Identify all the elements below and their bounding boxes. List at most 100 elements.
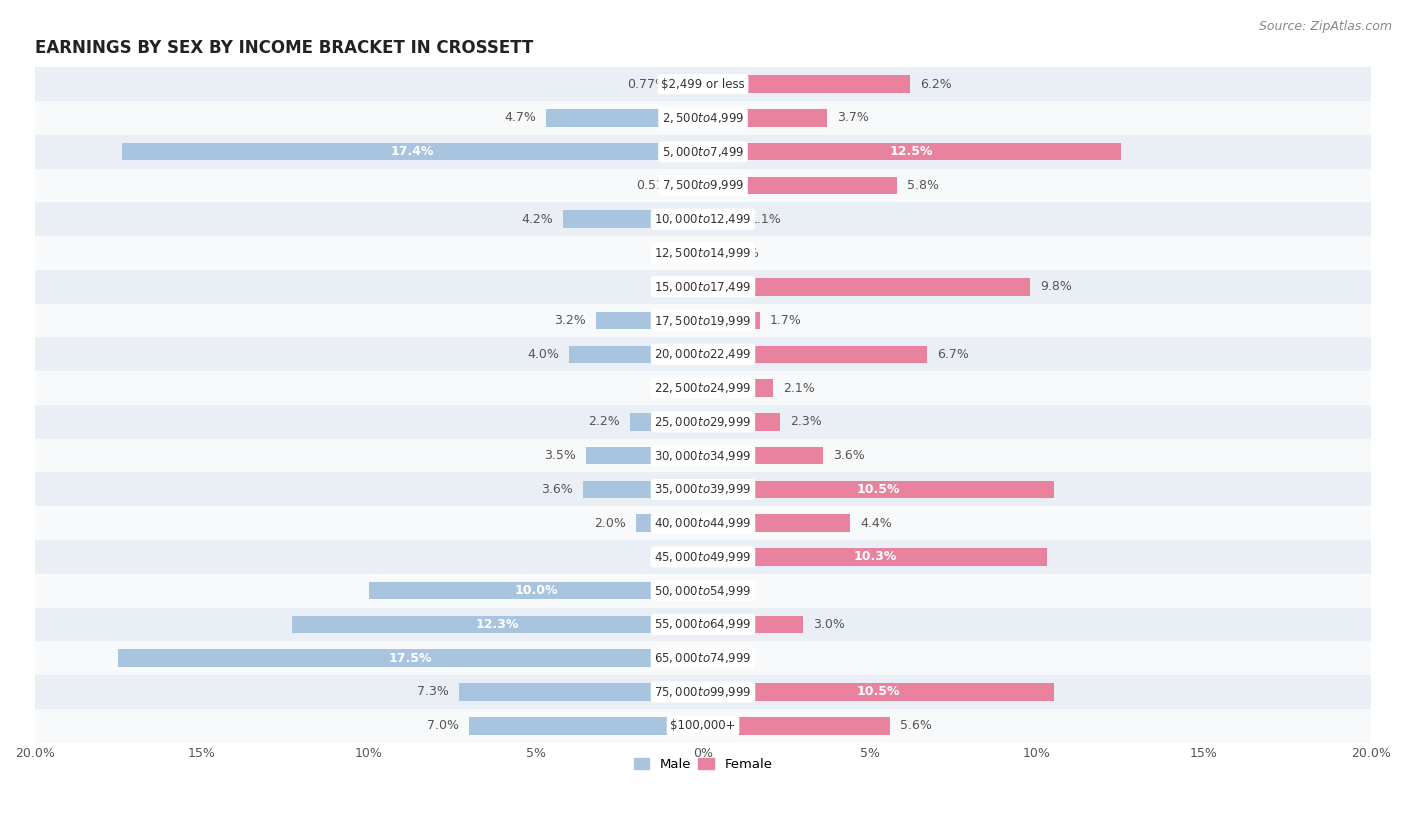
Text: $40,000 to $44,999: $40,000 to $44,999 (654, 516, 752, 530)
Bar (35, 372, 1371, 405)
Bar (35, 675, 1371, 709)
Bar (546, 109, 703, 127)
Text: 0.17%: 0.17% (718, 246, 759, 259)
Text: Source: ZipAtlas.com: Source: ZipAtlas.com (1258, 20, 1392, 33)
Text: 0.0%: 0.0% (713, 585, 745, 598)
Text: $2,499 or less: $2,499 or less (661, 78, 745, 91)
Text: 4.7%: 4.7% (505, 111, 536, 124)
Bar (630, 413, 703, 431)
Bar (562, 211, 703, 228)
Bar (35, 236, 1371, 270)
Text: 3.6%: 3.6% (541, 483, 572, 496)
Bar (703, 548, 1047, 566)
Bar (292, 615, 703, 633)
Text: 0.0%: 0.0% (713, 652, 745, 665)
Bar (636, 515, 703, 532)
Text: 2.2%: 2.2% (588, 415, 620, 428)
Text: $12,500 to $14,999: $12,500 to $14,999 (654, 246, 752, 260)
Bar (35, 304, 1371, 337)
Bar (703, 717, 890, 734)
Text: 10.0%: 10.0% (515, 585, 558, 598)
Bar (703, 176, 897, 194)
Text: $17,500 to $19,999: $17,500 to $19,999 (654, 314, 752, 328)
Text: 0.0%: 0.0% (661, 246, 693, 259)
Bar (703, 346, 927, 363)
Bar (35, 709, 1371, 742)
Text: 5.6%: 5.6% (900, 720, 932, 733)
Text: $20,000 to $22,499: $20,000 to $22,499 (654, 347, 752, 361)
Text: 12.5%: 12.5% (890, 146, 934, 159)
Text: $55,000 to $64,999: $55,000 to $64,999 (654, 617, 752, 632)
Text: 0.77%: 0.77% (627, 78, 668, 91)
Text: 1.7%: 1.7% (770, 314, 801, 327)
Text: 10.5%: 10.5% (856, 685, 900, 698)
Bar (122, 143, 703, 160)
Text: 3.0%: 3.0% (813, 618, 845, 631)
Bar (703, 515, 851, 532)
Bar (368, 582, 703, 599)
Text: $35,000 to $39,999: $35,000 to $39,999 (654, 482, 752, 497)
Bar (35, 67, 1371, 101)
Text: 3.5%: 3.5% (544, 449, 576, 462)
Text: $7,500 to $9,999: $7,500 to $9,999 (662, 179, 744, 193)
Text: $10,000 to $12,499: $10,000 to $12,499 (654, 212, 752, 226)
Bar (703, 447, 824, 464)
Bar (703, 683, 1053, 701)
Text: $15,000 to $17,499: $15,000 to $17,499 (654, 280, 752, 293)
Text: $50,000 to $54,999: $50,000 to $54,999 (654, 584, 752, 598)
Bar (35, 641, 1371, 675)
Bar (703, 76, 910, 93)
Text: 3.7%: 3.7% (837, 111, 869, 124)
Bar (703, 278, 1031, 296)
Bar (586, 447, 703, 464)
Bar (460, 683, 703, 701)
Bar (35, 506, 1371, 540)
Bar (703, 244, 709, 262)
Bar (35, 540, 1371, 574)
Text: $45,000 to $49,999: $45,000 to $49,999 (654, 550, 752, 564)
Text: 17.4%: 17.4% (391, 146, 434, 159)
Text: 2.1%: 2.1% (783, 381, 815, 394)
Text: EARNINGS BY SEX BY INCOME BRACKET IN CROSSETT: EARNINGS BY SEX BY INCOME BRACKET IN CRO… (35, 39, 533, 58)
Bar (582, 480, 703, 498)
Bar (703, 480, 1053, 498)
Text: $30,000 to $34,999: $30,000 to $34,999 (654, 449, 752, 463)
Text: 4.0%: 4.0% (527, 348, 560, 361)
Bar (703, 615, 803, 633)
Bar (35, 574, 1371, 607)
Text: $100,000+: $100,000+ (671, 720, 735, 733)
Bar (35, 270, 1371, 304)
Text: 7.3%: 7.3% (418, 685, 449, 698)
Text: $65,000 to $74,999: $65,000 to $74,999 (654, 651, 752, 665)
Text: $5,000 to $7,499: $5,000 to $7,499 (662, 145, 744, 159)
Bar (703, 109, 827, 127)
Bar (569, 346, 703, 363)
Text: 2.3%: 2.3% (790, 415, 821, 428)
Text: 0.0%: 0.0% (661, 280, 693, 293)
Text: 0.51%: 0.51% (636, 179, 676, 192)
Bar (35, 202, 1371, 236)
Bar (703, 143, 1121, 160)
Text: 10.3%: 10.3% (853, 550, 897, 563)
Text: 1.1%: 1.1% (749, 213, 782, 226)
Text: 10.5%: 10.5% (856, 483, 900, 496)
Bar (703, 211, 740, 228)
Legend: Male, Female: Male, Female (628, 753, 778, 776)
Text: 4.4%: 4.4% (860, 516, 891, 529)
Bar (678, 76, 703, 93)
Text: 7.0%: 7.0% (427, 720, 460, 733)
Bar (35, 405, 1371, 439)
Bar (703, 380, 773, 397)
Text: 0.0%: 0.0% (661, 550, 693, 563)
Text: 6.2%: 6.2% (920, 78, 952, 91)
Bar (470, 717, 703, 734)
Text: $2,500 to $4,999: $2,500 to $4,999 (662, 111, 744, 125)
Text: 12.3%: 12.3% (475, 618, 519, 631)
Bar (35, 439, 1371, 472)
Text: 4.2%: 4.2% (522, 213, 553, 226)
Bar (35, 168, 1371, 202)
Bar (35, 472, 1371, 506)
Text: 3.6%: 3.6% (834, 449, 865, 462)
Text: $75,000 to $99,999: $75,000 to $99,999 (654, 685, 752, 699)
Text: $22,500 to $24,999: $22,500 to $24,999 (654, 381, 752, 395)
